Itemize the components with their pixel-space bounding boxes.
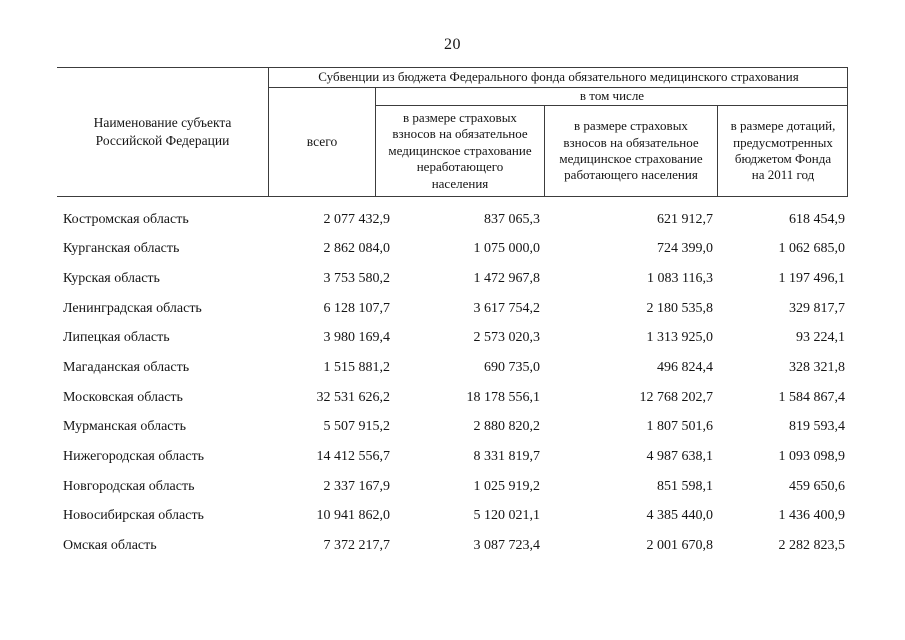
working-value: 851 598,1 (657, 478, 713, 494)
region-name: Московская область (63, 389, 183, 405)
total-value: 10 941 862,0 (316, 508, 391, 524)
region-name: Курская область (63, 271, 160, 287)
table-header: Наименование субъекта Российской Федерац… (57, 67, 848, 197)
region-name: Мурманская область (63, 419, 187, 435)
table-row: Новгородская область 2 337 167,9 1 025 9… (57, 472, 848, 502)
table-row: Московская область 32 531 626,2 18 178 5… (57, 383, 848, 413)
table-row: Курская область 3 753 580,2 1 472 967,8 … (57, 264, 848, 294)
table-row: Нижегородская область 14 412 556,7 8 331… (57, 442, 848, 472)
table-row: Магаданская область 1 515 881,2 690 735,… (57, 353, 848, 383)
page-number: 20 (444, 36, 461, 53)
working-value: 496 824,4 (657, 360, 713, 376)
table-row: Ленинградская область 6 128 107,7 3 617 … (57, 294, 848, 324)
nonworking-value: 1 075 000,0 (473, 241, 541, 257)
subsidy-value: 819 593,4 (789, 419, 845, 435)
working-value: 621 912,7 (657, 211, 713, 227)
subsidy-value: 1 197 496,1 (778, 271, 846, 287)
working-value: 1 807 501,6 (646, 419, 714, 435)
working-value: 4 385 440,0 (646, 508, 714, 524)
header-region-name: Наименование субъекта Российской Федерац… (57, 68, 269, 196)
header-nonworking-insurance: в размере страховых взносов на обязатель… (376, 106, 545, 196)
region-name: Липецкая область (63, 330, 170, 346)
table-row: Липецкая область 3 980 169,4 2 573 020,3… (57, 324, 848, 354)
working-value: 724 399,0 (657, 241, 713, 257)
table-row: Мурманская область 5 507 915,2 2 880 820… (57, 412, 848, 442)
region-name: Нижегородская область (63, 448, 205, 464)
subsidy-value: 328 321,8 (789, 360, 845, 376)
table-row: Курганская область 2 862 084,0 1 075 000… (57, 235, 848, 265)
nonworking-value: 8 331 819,7 (473, 448, 541, 464)
working-value: 2 001 670,8 (646, 537, 714, 553)
subsidy-value: 1 436 400,9 (778, 508, 846, 524)
total-value: 2 862 084,0 (323, 241, 391, 257)
nonworking-value: 1 472 967,8 (473, 271, 541, 287)
nonworking-value: 3 087 723,4 (473, 537, 541, 553)
subsidy-value: 459 650,6 (789, 478, 845, 494)
working-value: 1 083 116,3 (647, 271, 713, 287)
subsidy-value: 2 282 823,5 (778, 537, 846, 553)
total-value: 2 077 432,9 (323, 211, 391, 227)
region-name: Магаданская область (63, 360, 190, 376)
total-value: 6 128 107,7 (323, 300, 391, 316)
subsidy-value: 1 584 867,4 (778, 389, 846, 405)
region-name: Омская область (63, 537, 157, 553)
total-value: 3 980 169,4 (323, 330, 391, 346)
subsidy-value: 329 817,7 (789, 300, 845, 316)
subventions-table: Наименование субъекта Российской Федерац… (57, 67, 848, 561)
nonworking-value: 1 025 919,2 (473, 478, 541, 494)
total-value: 14 412 556,7 (316, 448, 391, 464)
subsidy-value: 93 224,1 (796, 330, 845, 346)
working-value: 1 313 925,0 (646, 330, 714, 346)
total-value: 3 753 580,2 (323, 271, 391, 287)
table-row: Омская область 7 372 217,7 3 087 723,4 2… (57, 531, 848, 561)
region-name: Новгородская область (63, 478, 195, 494)
total-value: 1 515 881,2 (323, 360, 391, 376)
total-value: 2 337 167,9 (323, 478, 391, 494)
nonworking-value: 2 573 020,3 (473, 330, 541, 346)
nonworking-value: 690 735,0 (484, 360, 540, 376)
table-row: Новосибирская область 10 941 862,0 5 120… (57, 501, 848, 531)
region-name: Костромская область (63, 211, 189, 227)
subsidy-value: 618 454,9 (789, 211, 845, 227)
header-including: в том числе (376, 88, 848, 106)
nonworking-value: 18 178 556,1 (466, 389, 541, 405)
header-fund-subsidy: в размере дотаций, предусмотренных бюдже… (730, 118, 836, 183)
region-name: Курганская область (63, 241, 180, 257)
header-working-insurance: в размере страховых взносов на обязатель… (545, 106, 718, 196)
region-name: Новосибирская область (63, 508, 204, 524)
nonworking-value: 3 617 754,2 (473, 300, 541, 316)
working-value: 2 180 535,8 (646, 300, 714, 316)
nonworking-value: 2 880 820,2 (473, 419, 541, 435)
total-value: 7 372 217,7 (323, 537, 391, 553)
header-total: всего (269, 88, 376, 196)
working-value: 4 987 638,1 (646, 448, 714, 464)
nonworking-value: 5 120 021,1 (473, 508, 541, 524)
header-group-title: Субвенции из бюджета Федерального фонда … (269, 68, 848, 88)
subsidy-value: 1 093 098,9 (778, 448, 846, 464)
total-value: 5 507 915,2 (323, 419, 391, 435)
region-name: Ленинградская область (63, 300, 202, 316)
table-row: Костромская область 2 077 432,9 837 065,… (57, 205, 848, 235)
working-value: 12 768 202,7 (639, 389, 714, 405)
nonworking-value: 837 065,3 (484, 211, 540, 227)
subsidy-value: 1 062 685,0 (778, 241, 846, 257)
table-body: Костромская область 2 077 432,9 837 065,… (57, 197, 848, 561)
total-value: 32 531 626,2 (316, 389, 391, 405)
